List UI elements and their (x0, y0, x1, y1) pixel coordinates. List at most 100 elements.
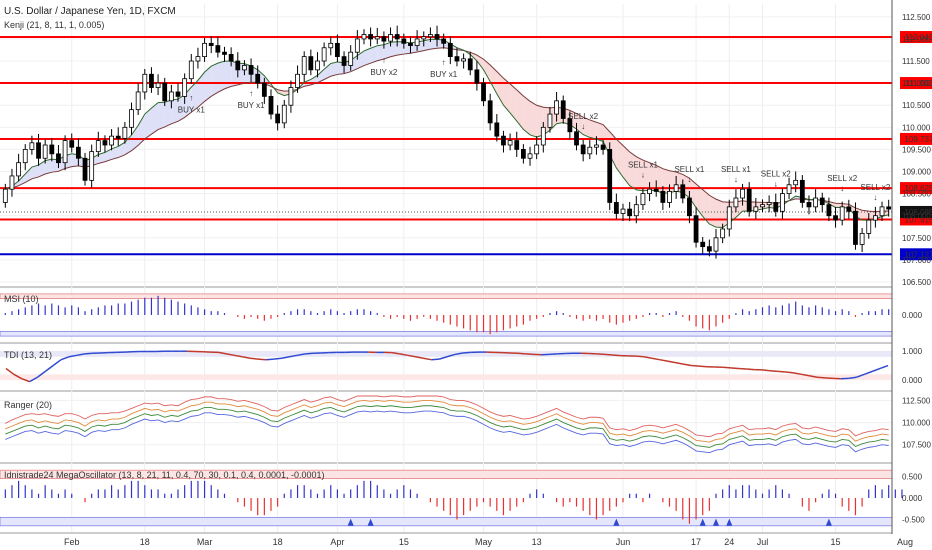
kenji-band-segment (656, 165, 663, 194)
kenji-band-segment (151, 102, 159, 135)
kenji-slow-line (5, 47, 889, 213)
candle-body (129, 109, 134, 128)
kenji-band-segment (696, 183, 703, 217)
candle-body (401, 38, 407, 44)
candle-body (600, 144, 606, 150)
kenji-band-segment (390, 41, 398, 57)
candle-body (846, 206, 852, 212)
candle-body (866, 219, 872, 234)
candle-body (315, 60, 320, 71)
price-level-tag (900, 132, 932, 145)
tdi-line-segment (60, 356, 70, 361)
sell-arrow-icon: ↓ (687, 175, 691, 184)
candle-body (235, 60, 241, 71)
candle-body (441, 38, 447, 44)
candle-body (275, 113, 281, 124)
candle-body (62, 140, 68, 164)
kenji-band-segment (623, 145, 630, 186)
tdi-line-segment (824, 377, 833, 380)
candle-body (149, 73, 154, 88)
tdi-line-segment (265, 358, 274, 361)
buy-arrow-icon: ↑ (189, 94, 193, 103)
kenji-band-segment (144, 108, 152, 139)
candle-body (155, 82, 161, 88)
price-level-label: 109.737 (905, 135, 932, 144)
candle-body (740, 188, 745, 199)
tdi-line-segment (596, 353, 605, 356)
kenji-band-segment (430, 39, 438, 50)
mega-signal-marker (347, 518, 354, 526)
candle-body (142, 73, 148, 93)
tdi-line-segment (234, 354, 243, 358)
candle-body (799, 179, 805, 203)
candle-body (587, 146, 593, 155)
price-tick-label: 110.000 (902, 123, 931, 132)
tdi-lower-zone (0, 374, 892, 381)
tdi-line-segment (446, 353, 456, 358)
kenji-band-segment (317, 69, 325, 83)
candle-body (733, 197, 739, 208)
tdi-line-segment (431, 358, 440, 361)
chart-symbol-title: U.S. Dollar / Japanese Yen, 1D, FXCM (4, 6, 176, 17)
tdi-line-segment (864, 370, 873, 376)
candle-body (335, 42, 340, 58)
mega-signal-marker (613, 518, 620, 526)
candle-body (594, 144, 599, 148)
candle-body (474, 69, 480, 84)
kenji-band-segment (835, 203, 843, 208)
candle-body (873, 215, 878, 221)
candle-body (839, 206, 845, 221)
kenji-band-segment (662, 168, 670, 194)
kenji-band-segment (98, 152, 105, 164)
x-tick-label: Jul (757, 537, 769, 547)
kenji-band-segment (363, 48, 371, 66)
tdi-tick-label: 1.000 (902, 347, 923, 356)
tdi-line-segment (407, 354, 416, 358)
tdi-line-segment (549, 353, 558, 356)
candle-body (826, 204, 832, 217)
candle-body (95, 140, 101, 153)
candle-body (853, 210, 858, 245)
x-tick-label: 13 (532, 537, 542, 547)
candle-body (308, 56, 314, 71)
msi-upper-zone (0, 293, 893, 300)
tdi-line-segment (793, 372, 802, 376)
kenji-band-segment (158, 102, 165, 130)
candle-body (215, 45, 221, 53)
candle-body (507, 140, 513, 146)
candle-body (720, 228, 726, 239)
candle-body (288, 87, 294, 106)
price-tick-label: 111.000 (902, 79, 930, 88)
buy-arrow-icon: ↑ (442, 58, 446, 67)
candle-body (527, 153, 533, 159)
msi-pane-title: MSI (10) (4, 294, 39, 304)
candle-body (514, 140, 520, 150)
sell-signal-label: SELL x2 (761, 170, 791, 179)
tdi-line-segment (801, 373, 810, 377)
candle-body (760, 204, 765, 208)
candle-body (82, 157, 88, 181)
tdi-line-segment (5, 367, 15, 375)
candle-body (109, 135, 114, 146)
tdi-line-segment (423, 357, 432, 361)
x-tick-label: 18 (273, 537, 283, 547)
kenji-band-segment (649, 162, 657, 191)
kenji-band-segment (616, 139, 624, 178)
tdi-line-segment (21, 377, 30, 383)
candle-body (195, 56, 201, 62)
candle-body (574, 131, 579, 146)
tdi-line-segment (817, 376, 826, 379)
tdi-line-segment (738, 367, 747, 370)
candle-body (613, 202, 619, 214)
tdi-tick-label: 0.000 (902, 376, 923, 385)
tdi-upper-zone (0, 350, 892, 357)
kenji-band-segment (164, 99, 172, 127)
price-tick-label: 108.500 (902, 190, 931, 199)
kenji-band-segment (642, 160, 650, 191)
mega-lower-zone (0, 516, 893, 527)
candle-body (301, 56, 307, 75)
kenji-band-segment (31, 165, 39, 179)
candle-body (481, 82, 486, 102)
buy-signal-label: BUY x1 (178, 106, 206, 115)
candle-body (547, 113, 553, 128)
